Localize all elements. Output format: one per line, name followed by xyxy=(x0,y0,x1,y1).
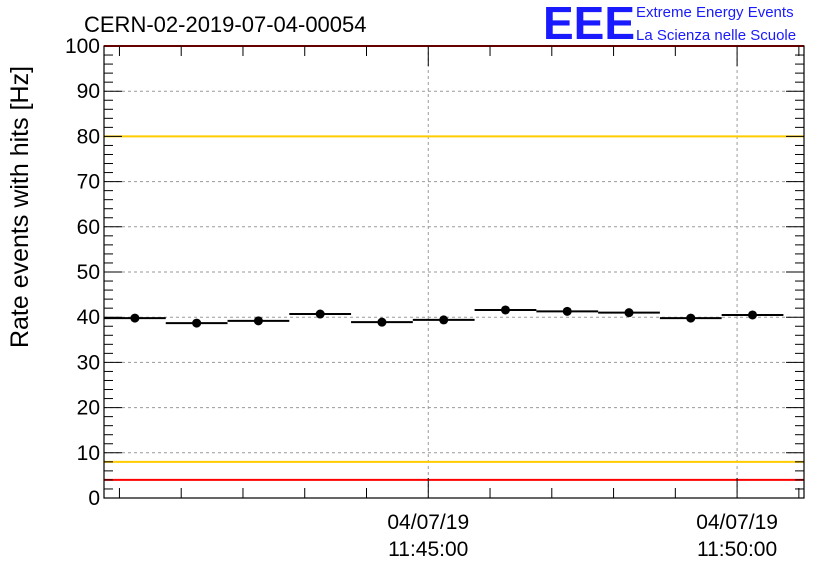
x-tick-time: 11:45:00 xyxy=(388,538,468,561)
data-point xyxy=(130,313,140,323)
x-tick-date: 04/07/19 xyxy=(696,511,778,534)
data-point xyxy=(686,313,696,323)
y-tick-label: 30 xyxy=(77,351,100,374)
data-point xyxy=(253,316,263,326)
logo-mark: EEE xyxy=(543,0,635,49)
y-tick-label: 40 xyxy=(77,306,100,329)
eee-logo: EEE Extreme Energy Events La Scienza nel… xyxy=(543,0,796,49)
chart-title: CERN-02-2019-07-04-00054 xyxy=(84,12,367,37)
data-point xyxy=(192,318,202,328)
y-tick-label: 100 xyxy=(65,35,100,58)
data-point xyxy=(377,317,387,327)
y-tick-label: 0 xyxy=(88,487,100,510)
axes xyxy=(103,45,805,499)
y-tick-label: 80 xyxy=(77,125,100,148)
y-tick-label: 20 xyxy=(77,397,100,420)
data-series xyxy=(104,305,784,328)
data-point xyxy=(315,309,325,319)
x-tick-time: 11:50:00 xyxy=(697,538,777,561)
data-point xyxy=(748,310,758,320)
data-point xyxy=(439,315,449,325)
y-tick-label: 70 xyxy=(77,171,100,194)
tick-labels: 0 10 20 30 40 50 60 70 80 90 100 04/07/19 11:45:00 04… xyxy=(65,35,778,561)
y-tick-label: 10 xyxy=(77,442,100,465)
y-tick-label: 60 xyxy=(77,216,100,239)
data-point xyxy=(624,308,634,318)
y-tick-label: 90 xyxy=(77,80,100,103)
x-tick-date: 04/07/19 xyxy=(387,511,469,534)
grid xyxy=(104,46,804,498)
y-tick-label: 50 xyxy=(77,261,100,284)
data-point xyxy=(500,305,510,315)
logo-line-1: Extreme Energy Events xyxy=(636,4,794,21)
reference-lines xyxy=(104,45,804,481)
data-point xyxy=(562,306,572,316)
logo-line-2: La Scienza nelle Scuole xyxy=(636,27,796,44)
y-axis-label: Rate events with hits [Hz] xyxy=(6,66,34,348)
